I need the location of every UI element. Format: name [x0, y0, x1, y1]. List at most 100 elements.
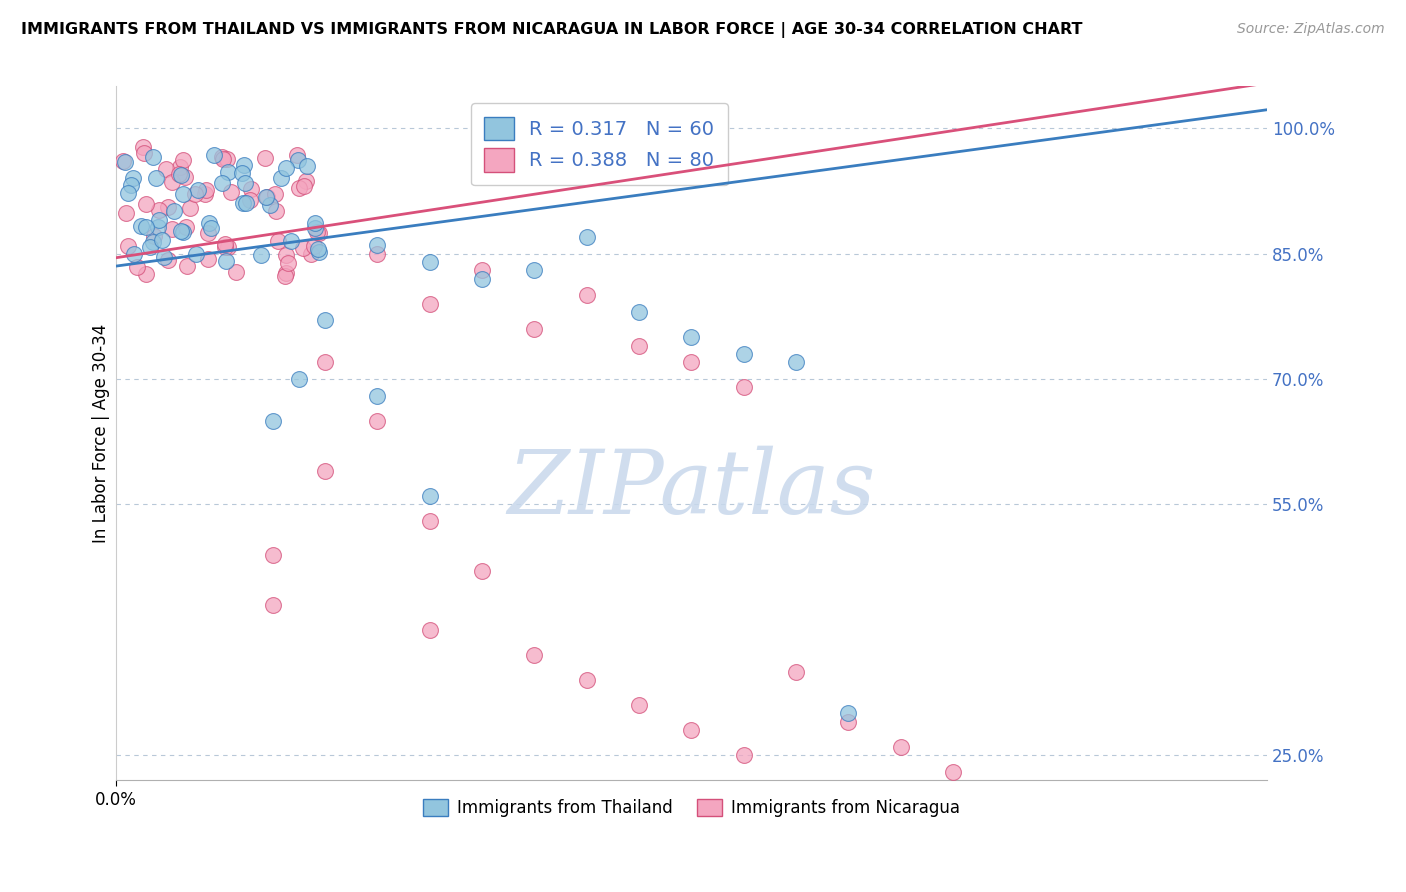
Point: [138, 239, 160, 253]
Point: [142, 150, 165, 164]
Point: [575, 230, 598, 244]
Point: [254, 190, 277, 204]
Point: [115, 206, 138, 220]
Point: [231, 166, 253, 180]
Point: [628, 338, 651, 352]
Point: [156, 200, 179, 214]
Point: [314, 464, 336, 478]
Text: Source: ZipAtlas.com: Source: ZipAtlas.com: [1237, 22, 1385, 37]
Point: [184, 186, 207, 201]
Point: [179, 201, 201, 215]
Point: [259, 198, 281, 212]
Point: [304, 216, 326, 230]
Point: [285, 148, 308, 162]
Point: [308, 227, 330, 241]
Point: [217, 165, 239, 179]
Point: [174, 219, 197, 234]
Point: [249, 248, 271, 262]
Point: [308, 245, 330, 260]
Point: [733, 380, 755, 394]
Point: [135, 219, 157, 234]
Point: [160, 222, 183, 236]
Point: [681, 723, 703, 738]
Point: [262, 414, 284, 428]
Point: [197, 226, 219, 240]
Point: [264, 186, 287, 201]
Point: [134, 267, 156, 281]
Point: [292, 179, 315, 194]
Point: [314, 355, 336, 369]
Point: [890, 739, 912, 754]
Point: [197, 252, 219, 267]
Point: [307, 243, 329, 257]
Point: [135, 197, 157, 211]
Point: [733, 748, 755, 763]
Text: ZIPatlas: ZIPatlas: [508, 445, 876, 533]
Point: [295, 159, 318, 173]
Point: [366, 238, 388, 252]
Point: [253, 151, 276, 165]
Legend: Immigrants from Thailand, Immigrants from Nicaragua: Immigrants from Thailand, Immigrants fro…: [416, 792, 966, 824]
Point: [156, 253, 179, 268]
Point: [155, 162, 177, 177]
Y-axis label: In Labor Force | Age 30-34: In Labor Force | Age 30-34: [93, 324, 110, 543]
Point: [198, 216, 221, 230]
Point: [419, 623, 441, 637]
Point: [215, 152, 238, 166]
Point: [471, 271, 494, 285]
Point: [575, 673, 598, 687]
Point: [232, 158, 254, 172]
Point: [366, 246, 388, 260]
Point: [167, 167, 190, 181]
Point: [129, 219, 152, 233]
Point: [174, 169, 197, 184]
Point: [217, 239, 239, 253]
Point: [785, 355, 807, 369]
Point: [523, 263, 546, 277]
Point: [292, 241, 315, 255]
Point: [124, 247, 146, 261]
Point: [785, 665, 807, 679]
Point: [471, 564, 494, 578]
Point: [575, 288, 598, 302]
Point: [287, 153, 309, 167]
Point: [274, 266, 297, 280]
Point: [299, 246, 322, 260]
Point: [170, 168, 193, 182]
Point: [277, 256, 299, 270]
Point: [132, 140, 155, 154]
Point: [186, 183, 208, 197]
Point: [239, 193, 262, 207]
Point: [628, 698, 651, 712]
Point: [148, 203, 170, 218]
Point: [148, 212, 170, 227]
Point: [143, 228, 166, 243]
Point: [214, 240, 236, 254]
Point: [733, 347, 755, 361]
Point: [419, 514, 441, 528]
Point: [366, 389, 388, 403]
Point: [202, 147, 225, 161]
Point: [142, 235, 165, 249]
Point: [232, 195, 254, 210]
Point: [163, 203, 186, 218]
Point: [219, 186, 242, 200]
Point: [225, 265, 247, 279]
Point: [523, 322, 546, 336]
Point: [194, 187, 217, 202]
Point: [942, 764, 965, 779]
Point: [288, 372, 311, 386]
Text: IMMIGRANTS FROM THAILAND VS IMMIGRANTS FROM NICARAGUA IN LABOR FORCE | AGE 30-34: IMMIGRANTS FROM THAILAND VS IMMIGRANTS F…: [21, 22, 1083, 38]
Point: [162, 175, 184, 189]
Point: [419, 489, 441, 503]
Point: [307, 225, 329, 239]
Point: [523, 648, 546, 662]
Point: [288, 181, 311, 195]
Point: [211, 176, 233, 190]
Point: [471, 263, 494, 277]
Point: [262, 548, 284, 562]
Point: [628, 305, 651, 319]
Point: [169, 224, 191, 238]
Point: [681, 355, 703, 369]
Point: [169, 160, 191, 174]
